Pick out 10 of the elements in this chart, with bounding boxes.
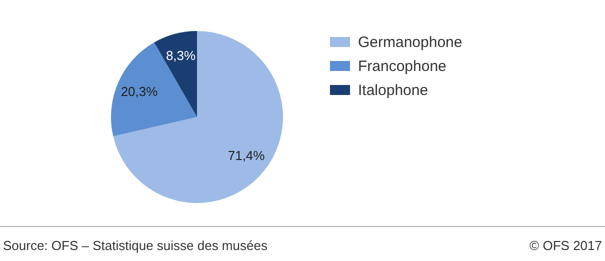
legend-label: Italophone [358, 82, 428, 99]
pie-slice [113, 31, 283, 203]
pie-slice [111, 42, 197, 136]
legend-label: Francophone [358, 58, 446, 75]
data-label: 20,3% [120, 84, 158, 99]
data-label: 8,3% [166, 48, 196, 64]
source-note: Source: OFS – Statistique suisse des musées [3, 238, 268, 253]
text: © OFS 2017 [530, 238, 602, 253]
data-label: 71,4% [228, 148, 266, 164]
legend-label: Germanophone [358, 34, 462, 51]
